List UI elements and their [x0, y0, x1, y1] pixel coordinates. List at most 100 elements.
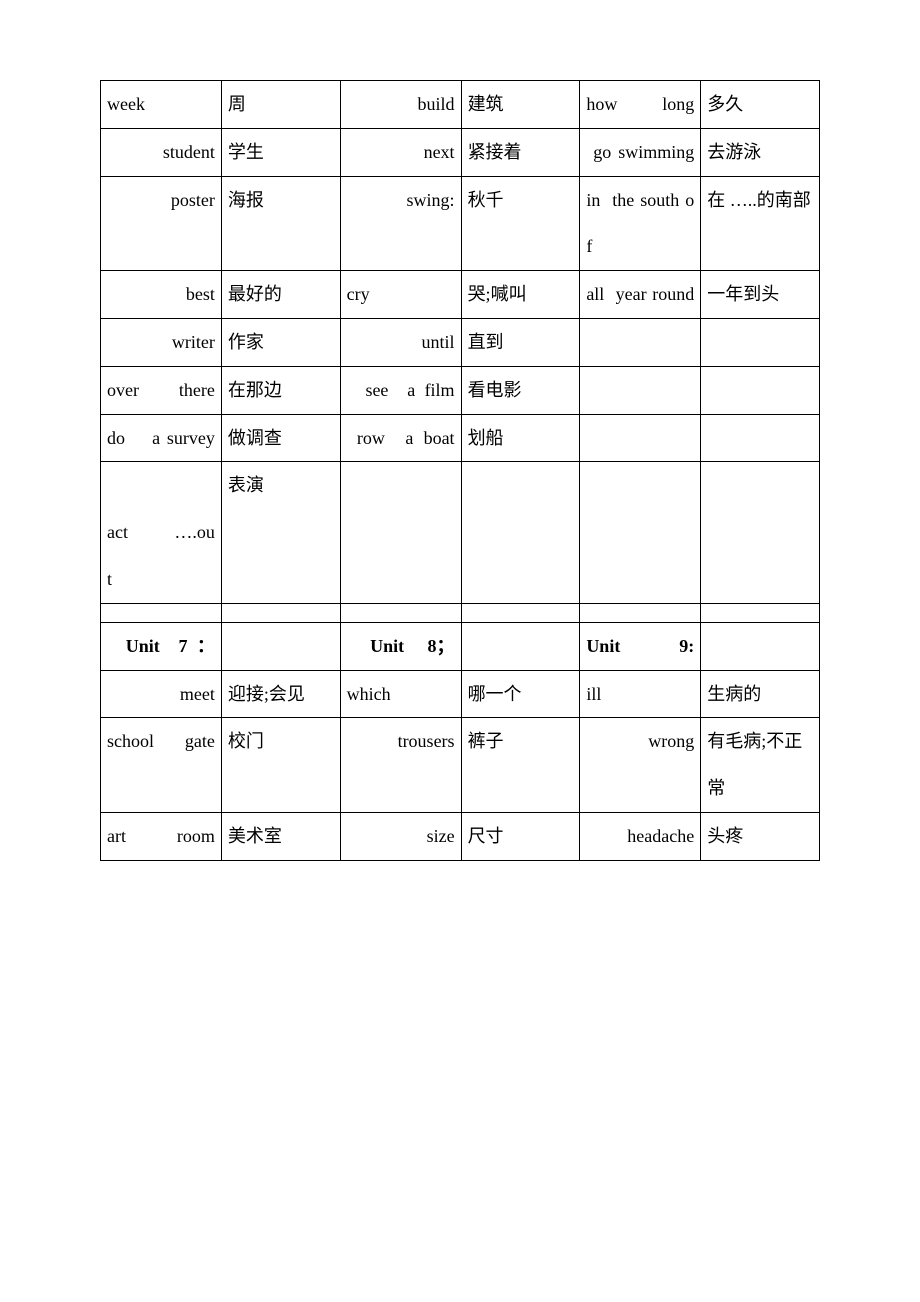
table-cell [701, 366, 820, 414]
table-cell: 有毛病;不正常 [701, 718, 820, 813]
cell-text: 在 …..的南部 [701, 177, 819, 224]
table-cell [580, 366, 701, 414]
table-cell: 头疼 [701, 812, 820, 860]
table-row: over there在那边 see a film看电影 [101, 366, 820, 414]
table-cell: all year round [580, 271, 701, 319]
table-cell [580, 603, 701, 622]
cell-text: trousers [341, 718, 461, 765]
cell-text: 最好的 [222, 271, 340, 318]
table-cell [701, 318, 820, 366]
vocabulary-table: week周 build建筑how long多久 student学生 next紧接… [100, 80, 820, 861]
cell-text: 尺寸 [462, 813, 580, 860]
table-cell: act ….out [101, 462, 222, 603]
cell-text: wrong [580, 718, 700, 765]
table-cell: 在 …..的南部 [701, 176, 820, 271]
cell-text: 周 [222, 81, 340, 128]
table-cell: 校门 [221, 718, 340, 813]
table-cell: 海报 [221, 176, 340, 271]
table-cell: best [101, 271, 222, 319]
table-cell: build [340, 81, 461, 129]
table-cell: school gate [101, 718, 222, 813]
table-cell: 一年到头 [701, 271, 820, 319]
cell-text: best [101, 271, 221, 318]
table-cell: until [340, 318, 461, 366]
cell-text: next [341, 129, 461, 176]
table-cell: 周 [221, 81, 340, 129]
cell-text: 裤子 [462, 718, 580, 765]
cell-text: act ….out [101, 462, 221, 602]
table-cell: size [340, 812, 461, 860]
cell-text: Unit 8； [341, 623, 461, 670]
table-cell: see a film [340, 366, 461, 414]
cell-text: 头疼 [701, 813, 819, 860]
cell-text: cry [341, 271, 461, 318]
cell-text: 建筑 [462, 81, 580, 128]
table-cell: 直到 [461, 318, 580, 366]
table-cell [340, 603, 461, 622]
cell-text: go swimming [580, 129, 700, 176]
cell-text: 校门 [222, 718, 340, 765]
cell-text: which [341, 671, 461, 718]
table-row: student学生 next紧接着 go swimming去游泳 [101, 128, 820, 176]
table-cell: 做调查 [221, 414, 340, 462]
cell-text: week [101, 81, 221, 128]
table-cell [221, 622, 340, 670]
table-cell: 多久 [701, 81, 820, 129]
table-row: art room美术室 size尺寸 headache头疼 [101, 812, 820, 860]
cell-text: ill [580, 671, 700, 718]
table-cell: 作家 [221, 318, 340, 366]
cell-text: writer [101, 319, 221, 366]
table-row: do a survey做调查 row a boat划船 [101, 414, 820, 462]
table-row: writer作家 until直到 [101, 318, 820, 366]
table-cell: how long [580, 81, 701, 129]
cell-text: 多久 [701, 81, 819, 128]
table-cell [580, 414, 701, 462]
cell-text: how long [580, 81, 700, 128]
table-cell [461, 622, 580, 670]
table-cell: go swimming [580, 128, 701, 176]
cell-text: 哪一个 [462, 671, 580, 718]
table-cell [461, 462, 580, 603]
cell-text: in the south of [580, 177, 700, 271]
table-cell: trousers [340, 718, 461, 813]
table-cell: week [101, 81, 222, 129]
cell-text: art room [101, 813, 221, 860]
cell-text: student [101, 129, 221, 176]
table-row: Unit 7 ： Unit 8；Unit 9: [101, 622, 820, 670]
table-cell [701, 622, 820, 670]
cell-text: 海报 [222, 177, 340, 224]
cell-text: 作家 [222, 319, 340, 366]
table-row: school gate校门 trousers裤子 wrong有毛病;不正常 [101, 718, 820, 813]
table-cell: student [101, 128, 222, 176]
table-cell: 去游泳 [701, 128, 820, 176]
table-cell: 建筑 [461, 81, 580, 129]
cell-text: all year round [580, 271, 700, 318]
cell-text: size [341, 813, 461, 860]
cell-text: 看电影 [462, 367, 580, 414]
table-cell: row a boat [340, 414, 461, 462]
cell-text: 迎接;会见 [222, 671, 340, 718]
table-cell [461, 603, 580, 622]
cell-text: build [341, 81, 461, 128]
cell-text: Unit 9: [580, 623, 700, 670]
table-cell: 紧接着 [461, 128, 580, 176]
table-cell: cry [340, 271, 461, 319]
cell-text: 紧接着 [462, 129, 580, 176]
table-row: act ….out表演 [101, 462, 820, 603]
cell-text: 秋千 [462, 177, 580, 224]
table-cell: meet [101, 670, 222, 718]
cell-text: 有毛病;不正常 [701, 718, 819, 812]
table-cell: 秋千 [461, 176, 580, 271]
table-cell: headache [580, 812, 701, 860]
cell-text: 美术室 [222, 813, 340, 860]
table-cell: 尺寸 [461, 812, 580, 860]
table-row: best最好的cry哭;喊叫all year round一年到头 [101, 271, 820, 319]
cell-text: meet [101, 671, 221, 718]
table-cell [101, 603, 222, 622]
table-cell: swing: [340, 176, 461, 271]
table-cell: in the south of [580, 176, 701, 271]
cell-text: row a boat [341, 415, 461, 462]
cell-text: 直到 [462, 319, 580, 366]
cell-text: until [341, 319, 461, 366]
cell-text: 哭;喊叫 [462, 271, 580, 318]
